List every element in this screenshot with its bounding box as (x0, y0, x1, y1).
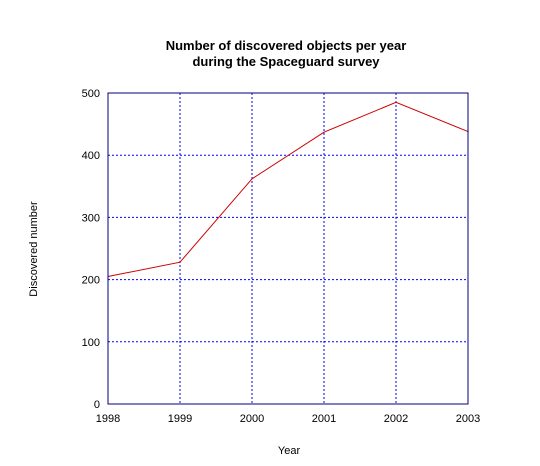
data-point (179, 261, 181, 263)
y-tick-label: 0 (94, 399, 100, 411)
chart-title-line-2: during the Spaceguard survey (192, 54, 380, 69)
y-tick-label: 300 (82, 212, 100, 224)
x-tick-label: 1999 (168, 413, 192, 425)
data-point (251, 178, 253, 180)
grid-lines (108, 93, 468, 404)
x-tick-label: 2001 (312, 413, 336, 425)
x-tick-label: 2002 (384, 413, 408, 425)
y-tick-label: 400 (82, 150, 100, 162)
y-tick-label: 100 (82, 337, 100, 349)
series-line (107, 101, 469, 277)
data-point (323, 131, 325, 133)
y-axis-label: Discovered number (28, 201, 40, 297)
series-layer (107, 101, 469, 278)
x-tick-label: 1998 (96, 413, 120, 425)
data-point (395, 101, 397, 103)
x-tick-label: 2003 (456, 413, 480, 425)
chart-title-line-1: Number of discovered objects per year (166, 38, 407, 53)
tick-labels: 1998 1999 2000 2001 2002 2003 0 100 200 300 400 500 (82, 88, 481, 425)
x-axis-label: Year (278, 445, 301, 457)
plot-frame (107, 92, 469, 405)
y-tick-label: 500 (82, 88, 100, 100)
y-tick-label: 200 (82, 275, 100, 287)
x-tick-label: 2000 (240, 413, 264, 425)
